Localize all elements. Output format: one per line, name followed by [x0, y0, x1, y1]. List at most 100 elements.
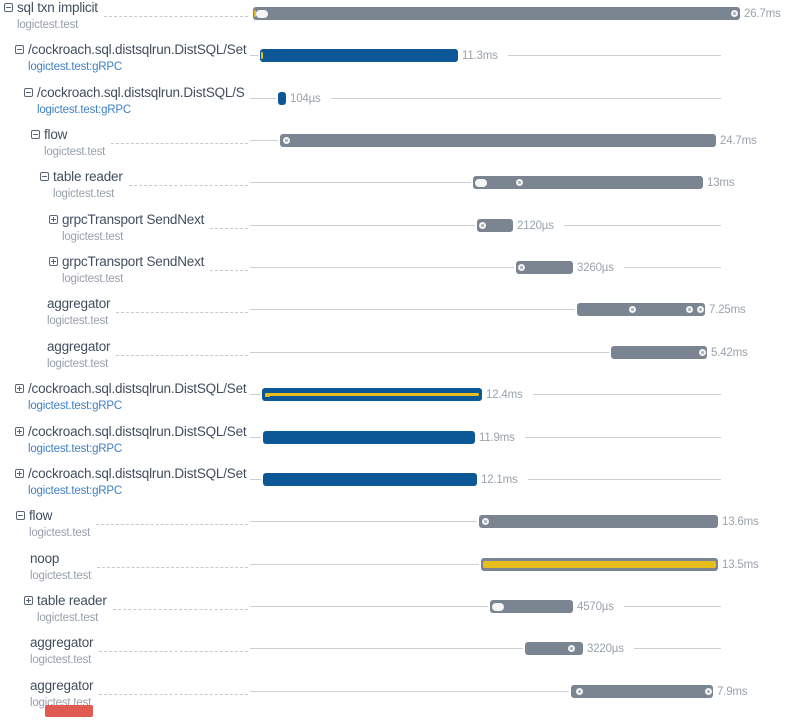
span-event-marker[interactable] — [265, 392, 270, 397]
span-title: /cockroach.sql.distsqlrun.DistSQL/S — [37, 85, 245, 100]
expand-collapse-icon[interactable] — [15, 384, 24, 393]
span-event-marker[interactable] — [699, 349, 706, 356]
expand-collapse-icon[interactable] — [24, 596, 33, 605]
span-bar[interactable] — [280, 134, 716, 147]
span-title: table reader — [53, 169, 123, 184]
span-bar[interactable] — [481, 558, 718, 571]
trace-span-row: sql txn implicit logictest.test 26.7ms — [0, 0, 786, 42]
span-label[interactable]: noop logictest.test — [30, 551, 252, 584]
span-bar[interactable] — [278, 92, 286, 105]
expand-collapse-icon[interactable] — [49, 215, 58, 224]
timeline-line-before — [250, 479, 261, 480]
span-subtitle: logictest.test — [37, 612, 99, 624]
span-bar[interactable] — [611, 346, 707, 359]
span-event-marker[interactable] — [568, 645, 575, 652]
span-label[interactable]: /cockroach.sql.distsqlrun.DistSQL/Set lo… — [15, 42, 252, 75]
leader-dashes — [99, 651, 248, 652]
span-label[interactable]: grpcTransport SendNext logictest.test — [49, 212, 252, 245]
span-event-marker[interactable] — [518, 264, 525, 271]
trace-span-row: /cockroach.sql.distsqlrun.DistSQL/Set lo… — [0, 42, 786, 84]
span-event-marker[interactable] — [475, 178, 487, 187]
span-event-marker[interactable] — [283, 137, 290, 144]
span-bar[interactable] — [253, 7, 740, 20]
trace-span-row: /cockroach.sql.distsqlrun.DistSQL/Set lo… — [0, 466, 786, 508]
span-bar[interactable] — [479, 515, 718, 528]
span-bar[interactable] — [263, 473, 477, 486]
span-event-marker[interactable] — [731, 10, 738, 17]
span-bar[interactable] — [525, 642, 583, 655]
expand-collapse-icon[interactable] — [15, 469, 24, 478]
expand-collapse-icon[interactable] — [40, 172, 49, 181]
leader-dashes — [97, 567, 248, 568]
span-bar[interactable] — [262, 388, 482, 401]
timeline-line-before — [250, 437, 261, 438]
span-label[interactable]: flow logictest.test — [16, 508, 252, 541]
span-title-line: sql txn implicit — [4, 0, 252, 15]
span-event-marker[interactable] — [261, 52, 263, 59]
span-label[interactable]: /cockroach.sql.distsqlrun.DistSQL/Set lo… — [15, 381, 252, 414]
trace-span-row: grpcTransport SendNext logictest.test 32… — [0, 254, 786, 296]
span-title-line: /cockroach.sql.distsqlrun.DistSQL/Set — [15, 424, 252, 439]
span-label[interactable]: flow logictest.test — [31, 127, 252, 160]
span-label[interactable]: aggregator logictest.test — [30, 635, 252, 668]
span-label[interactable]: table reader logictest.test — [40, 169, 252, 202]
span-title-line: /cockroach.sql.distsqlrun.DistSQL/S — [24, 85, 252, 100]
span-label[interactable]: sql txn implicit logictest.test — [4, 0, 252, 33]
span-subtitle: logictest.test — [30, 570, 92, 582]
span-bar[interactable] — [263, 431, 475, 444]
span-bar[interactable] — [571, 685, 713, 698]
leader-dashes — [113, 609, 248, 610]
expand-collapse-icon[interactable] — [15, 427, 24, 436]
span-label[interactable]: /cockroach.sql.distsqlrun.DistSQL/Set lo… — [15, 466, 252, 499]
span-duration: 104µs — [290, 93, 321, 105]
span-subtitle: logictest.test — [29, 527, 91, 539]
span-duration: 11.3ms — [462, 50, 498, 62]
span-subtitle: logictest.test — [53, 188, 115, 200]
span-event-marker[interactable] — [482, 518, 489, 525]
span-event-marker[interactable] — [256, 9, 268, 18]
span-label[interactable]: table reader logictest.test — [24, 593, 252, 626]
highlight-stripe — [265, 393, 479, 396]
span-label[interactable]: aggregator logictest.test — [47, 296, 252, 329]
span-bar[interactable] — [473, 176, 703, 189]
span-label[interactable]: aggregator logictest.test — [47, 339, 252, 372]
span-event-marker[interactable] — [686, 306, 693, 313]
span-event-marker[interactable] — [576, 688, 583, 695]
expand-collapse-icon[interactable] — [24, 88, 33, 97]
span-label[interactable]: /cockroach.sql.distsqlrun.DistSQL/S logi… — [24, 85, 252, 118]
timeline-line-before — [250, 521, 477, 522]
span-bar[interactable] — [516, 261, 573, 274]
bottom-clipped-red-chip[interactable] — [45, 705, 93, 717]
span-title-line: /cockroach.sql.distsqlrun.DistSQL/Set — [15, 466, 252, 481]
expand-collapse-icon[interactable] — [49, 257, 58, 266]
span-title-line: aggregator — [30, 635, 252, 650]
span-event-marker[interactable] — [492, 602, 504, 611]
timeline-line-after — [634, 648, 721, 649]
span-event-marker[interactable] — [705, 688, 712, 695]
expand-collapse-icon[interactable] — [31, 130, 40, 139]
expand-collapse-icon[interactable] — [16, 511, 25, 520]
expand-collapse-icon[interactable] — [15, 45, 24, 54]
span-subtitle: logictest.test:gRPC — [37, 104, 131, 116]
span-subtitle: logictest.test — [17, 19, 79, 31]
span-event-marker[interactable] — [254, 10, 256, 17]
span-title-line: flow — [31, 127, 252, 142]
span-label[interactable]: grpcTransport SendNext logictest.test — [49, 254, 252, 287]
span-bar[interactable] — [490, 600, 573, 613]
expand-collapse-icon[interactable] — [4, 3, 13, 12]
span-event-marker[interactable] — [516, 179, 523, 186]
span-label[interactable]: /cockroach.sql.distsqlrun.DistSQL/Set lo… — [15, 424, 252, 457]
trace-span-row: table reader logictest.test 4570µs — [0, 593, 786, 635]
span-event-marker[interactable] — [629, 306, 636, 313]
leader-dashes — [111, 143, 248, 144]
span-title-line: grpcTransport SendNext — [49, 212, 252, 227]
leader-dashes — [210, 228, 248, 229]
span-event-marker[interactable] — [479, 222, 486, 229]
span-bar[interactable] — [260, 49, 458, 62]
span-subtitle: logictest.test:gRPC — [28, 61, 122, 73]
span-event-marker[interactable] — [697, 306, 704, 313]
span-title: flow — [29, 508, 53, 523]
span-bar[interactable] — [477, 219, 513, 232]
span-bar[interactable] — [577, 303, 705, 316]
